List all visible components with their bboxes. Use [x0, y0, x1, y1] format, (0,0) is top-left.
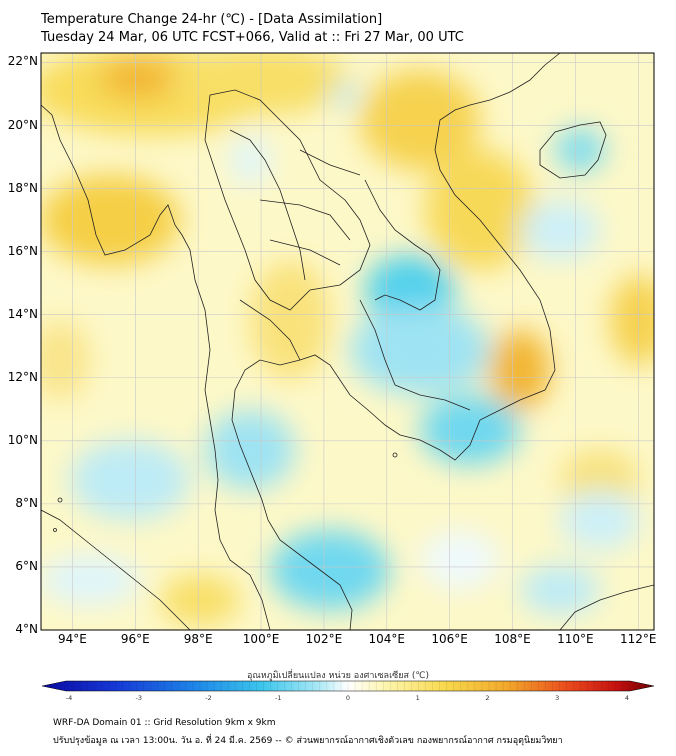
colorbar-tick-label: 0: [345, 694, 351, 702]
colorbar-tick-label: -4: [65, 694, 73, 702]
lat-label: 18°N: [7, 180, 38, 195]
lon-label: 108°E: [494, 632, 531, 646]
colorbar-tick-label: 4: [624, 694, 630, 702]
colorbar-tick-label: -3: [135, 694, 142, 702]
colorbar-tick-label: -1: [275, 694, 282, 702]
colorbar: [41, 680, 655, 692]
colorbar-tick-label: 3: [555, 694, 560, 702]
temperature-field: [41, 53, 654, 630]
lat-label: 6°N: [15, 558, 38, 573]
lat-label: 4°N: [15, 622, 38, 636]
map-frame: [40, 52, 655, 631]
lon-label: 112°E: [620, 632, 657, 646]
footer-model-info: WRF-DA Domain 01 :: Grid Resolution 9km …: [53, 718, 276, 728]
map-title: Temperature Change 24-hr (℃) - [Data Ass…: [41, 12, 383, 27]
colorbar-tick-label: -2: [205, 694, 212, 702]
lon-label: 102°E: [305, 632, 343, 646]
colorbar-tick-label: 2: [485, 694, 490, 702]
lon-label: 110°E: [557, 632, 594, 646]
lat-label: 20°N: [7, 117, 38, 132]
lat-label: 16°N: [7, 243, 38, 258]
coastlines-and-borders: [41, 53, 654, 630]
map-subtitle: Tuesday 24 Mar, 06 UTC FCST+066, Valid a…: [41, 30, 464, 45]
lat-label: 10°N: [7, 432, 38, 447]
lon-label: 104°E: [368, 632, 406, 646]
colorbar-title: อุณหภูมิเปลี่ยนแปลง หน่วย องศาเซลเซียส (…: [246, 671, 430, 681]
lon-label: 98°E: [183, 632, 213, 646]
lat-label: 8°N: [15, 495, 38, 510]
lat-lon-grid: [41, 53, 654, 630]
lon-label: 94°E: [57, 632, 87, 646]
temperature-change-map: [40, 52, 655, 692]
lon-label: 96°E: [120, 632, 150, 646]
colorbar-tick-label: 1: [415, 694, 420, 702]
lat-label: 12°N: [7, 369, 38, 384]
footer-credits: ปรับปรุงข้อมูล ณ เวลา 13:00น. วัน อ. ที่…: [53, 736, 563, 746]
lon-label: 106°E: [431, 632, 468, 646]
lat-label: 14°N: [7, 306, 38, 321]
lat-label: 22°N: [7, 54, 38, 69]
lon-label: 100°E: [242, 632, 280, 646]
